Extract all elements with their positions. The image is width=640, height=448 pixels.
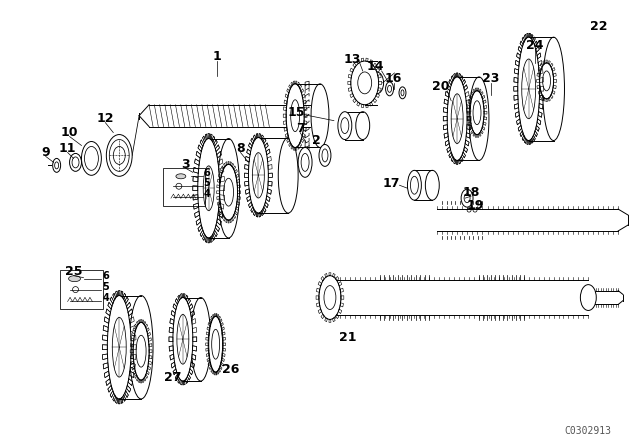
Ellipse shape (220, 164, 237, 220)
Text: 9: 9 (42, 146, 50, 159)
Ellipse shape (470, 91, 484, 134)
Ellipse shape (248, 138, 268, 213)
Ellipse shape (173, 297, 193, 381)
Text: 20: 20 (433, 80, 450, 93)
Ellipse shape (319, 145, 331, 166)
Ellipse shape (447, 77, 467, 160)
Ellipse shape (133, 323, 149, 380)
Text: 24: 24 (526, 39, 543, 52)
Text: 10: 10 (61, 126, 78, 139)
Text: 3: 3 (182, 158, 190, 171)
Ellipse shape (385, 82, 394, 96)
Text: 4: 4 (204, 189, 211, 199)
Text: 7: 7 (296, 122, 305, 135)
Ellipse shape (52, 159, 61, 172)
Text: 2: 2 (312, 134, 321, 147)
Ellipse shape (70, 154, 81, 171)
Text: 23: 23 (483, 73, 500, 86)
Text: 5: 5 (102, 282, 109, 292)
Text: 16: 16 (385, 73, 402, 86)
Ellipse shape (319, 276, 341, 319)
Text: 22: 22 (589, 20, 607, 33)
Text: 21: 21 (339, 331, 356, 344)
Ellipse shape (68, 276, 81, 282)
Text: 5: 5 (204, 178, 211, 188)
Text: 11: 11 (59, 142, 76, 155)
Ellipse shape (540, 63, 554, 99)
Text: 17: 17 (383, 177, 400, 190)
Text: 15: 15 (287, 106, 305, 119)
Text: 14: 14 (367, 60, 385, 73)
Text: 27: 27 (164, 370, 182, 383)
Text: C0302913: C0302913 (565, 426, 612, 436)
Ellipse shape (198, 138, 220, 238)
Text: 26: 26 (222, 362, 239, 375)
Ellipse shape (518, 37, 540, 141)
Ellipse shape (540, 63, 554, 99)
Ellipse shape (209, 316, 223, 372)
Ellipse shape (108, 296, 131, 399)
Ellipse shape (399, 87, 406, 99)
Text: 1: 1 (212, 50, 221, 63)
Ellipse shape (319, 278, 341, 318)
Text: 12: 12 (97, 112, 114, 125)
Bar (60, 270, 103, 310)
Ellipse shape (338, 112, 352, 139)
Text: 8: 8 (236, 142, 245, 155)
Text: 4: 4 (102, 293, 109, 302)
Text: 13: 13 (343, 52, 360, 65)
Ellipse shape (176, 174, 186, 179)
Text: 6: 6 (102, 271, 109, 280)
Ellipse shape (470, 91, 484, 134)
Ellipse shape (286, 84, 304, 147)
Text: 25: 25 (65, 265, 83, 278)
Ellipse shape (351, 61, 379, 105)
Text: 18: 18 (462, 186, 480, 199)
Ellipse shape (220, 164, 237, 220)
Ellipse shape (133, 323, 149, 380)
Text: 6: 6 (204, 168, 211, 178)
Ellipse shape (81, 142, 101, 175)
Text: 19: 19 (467, 198, 484, 211)
Ellipse shape (408, 170, 421, 200)
Bar (163, 168, 205, 206)
Ellipse shape (286, 84, 304, 147)
Ellipse shape (461, 189, 473, 207)
Ellipse shape (208, 316, 223, 372)
Ellipse shape (106, 134, 132, 177)
Ellipse shape (580, 284, 596, 310)
Ellipse shape (298, 147, 312, 177)
